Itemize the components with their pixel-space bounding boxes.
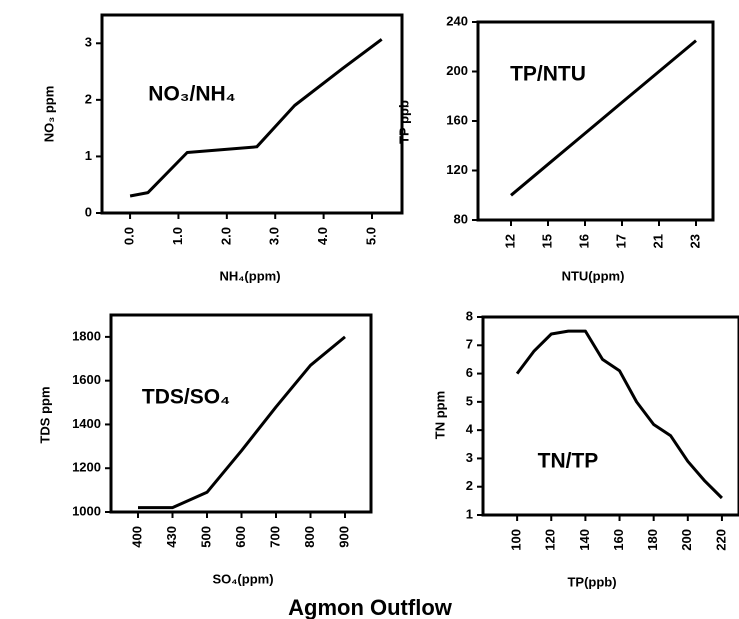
y-tick-label: 4 [466,422,474,437]
annotation: NO₃/NH₄ [148,83,235,106]
y-tick-label: 240 [446,13,468,28]
data-line [138,335,346,510]
y-tick-label: 0 [85,204,92,219]
y-axis-label: TP ppb [396,100,411,144]
x-tick-label: 2.0 [218,227,233,245]
x-tick-label: 16 [576,234,591,248]
y-tick-label: 1 [85,148,92,163]
x-tick-label: 1.0 [170,227,185,245]
x-tick-label: 200 [679,529,694,551]
y-tick-label: 1600 [72,372,101,387]
x-tick-label: 140 [577,529,592,551]
y-axis-label: TDS ppm [37,386,52,443]
x-tick-label: 5.0 [363,227,378,245]
plot-frame [476,20,715,222]
y-tick-label: 2 [466,478,473,493]
data-line [510,39,697,197]
x-tick-label: 220 [713,529,728,551]
plot-frame [109,313,373,514]
x-tick-label: 430 [164,526,179,548]
data-line [129,38,383,198]
x-axis-label: TP(ppb) [567,574,616,589]
y-tick-label: 3 [466,450,473,465]
x-tick-label: 4.0 [315,227,330,245]
x-axis-label: NTU(ppm) [562,268,625,283]
y-tick-label: 3 [85,35,92,50]
x-tick-label: 600 [233,526,248,548]
y-tick-label: 1 [466,506,473,521]
x-axis-label: NH₄(ppm) [219,268,280,283]
x-tick-label: 3.0 [267,227,282,245]
x-tick-label: 400 [129,526,144,548]
x-tick-label: 15 [539,234,554,248]
plot-frame [481,315,739,517]
annotation: TDS/SO₄ [142,386,230,409]
x-tick-label: 180 [645,529,660,551]
y-axis-label: TN ppm [432,391,447,439]
x-tick-label: 23 [687,234,702,248]
y-tick-label: 8 [466,308,473,323]
y-axis-label: NO₃ ppm [41,86,56,143]
data-line [515,329,723,500]
annotation: TP/NTU [510,63,586,86]
y-tick-label: 120 [446,162,468,177]
y-tick-label: 5 [466,393,473,408]
annotation: TN/TP [538,450,599,473]
y-tick-label: 1400 [72,416,101,431]
x-tick-label: 900 [336,526,351,548]
y-tick-label: 2 [85,91,92,106]
y-tick-label: 80 [454,211,468,226]
figure-title: Agmon Outflow [288,595,453,619]
x-tick-label: 700 [267,526,282,548]
x-tick-label: 120 [543,529,558,551]
y-tick-label: 6 [466,365,473,380]
y-tick-label: 200 [446,63,468,78]
x-tick-label: 17 [613,234,628,248]
y-tick-label: 160 [446,112,468,127]
plot-frame [100,13,404,215]
y-tick-label: 1800 [72,328,101,343]
x-tick-label: 100 [509,529,524,551]
y-tick-label: 1200 [72,460,101,475]
x-tick-label: 160 [611,529,626,551]
y-tick-label: 1000 [72,503,101,518]
x-tick-label: 12 [502,234,517,248]
x-axis-label: SO₄(ppm) [212,571,273,586]
x-tick-label: 0.0 [122,227,137,245]
x-tick-label: 500 [198,526,213,548]
y-tick-label: 7 [466,337,473,352]
x-tick-label: 800 [302,526,317,548]
x-tick-label: 21 [650,234,665,248]
